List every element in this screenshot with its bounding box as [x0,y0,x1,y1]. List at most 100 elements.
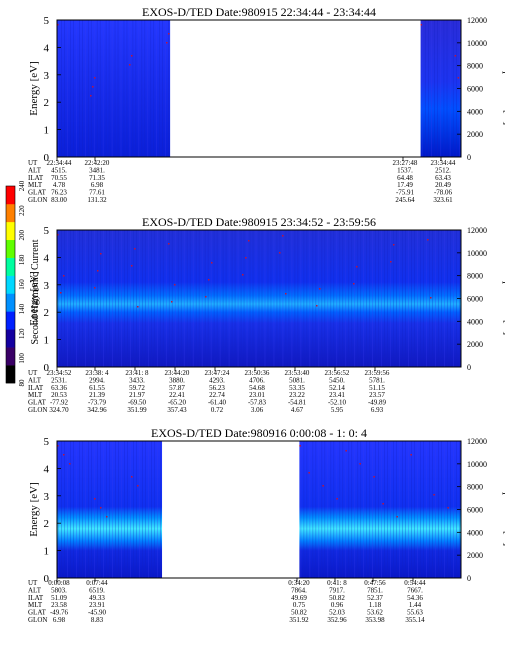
orbit-cell: 1.18 [369,601,382,609]
orbit-cell: 51.09 [51,594,67,602]
orbit-cell: 50.82 [291,609,307,617]
noise-pixel [94,287,96,289]
orbit-cell: 1.44 [409,601,422,609]
noise-pixel [308,472,310,474]
y-right-tick-label: 6000 [467,295,483,304]
orbit-cell: 17.49 [397,181,413,189]
orbit-cell: 6.93 [371,406,384,414]
orbit-cell: 131.32 [87,196,107,204]
orbit-cell: 324.70 [49,406,69,414]
orbit-cell: -49.89 [368,399,387,407]
noise-pixel [166,42,168,44]
orbit-cell: 61.55 [89,384,105,392]
colorbar-frame [5,185,16,384]
orbit-cell: 4.67 [291,406,304,414]
noise-pixel [100,253,102,255]
orbit-cell: -73.79 [88,399,107,407]
orbit-cell: -57.83 [248,399,267,407]
noise-pixel [94,77,96,79]
orbit-cell: 49.69 [291,594,307,602]
noise-pixel [208,279,210,281]
panel-title: EXOS-D/TED Date:980915 22:34:44 - 23:34:… [142,5,376,19]
y-right-tick-label: 12000 [467,226,487,235]
orbit-cell: 23:53:40 [285,369,310,377]
data-segment [299,441,461,578]
colorbar-label: Second Harmonic Current [30,239,41,344]
orbit-row-label: MLT [28,391,43,399]
orbit-cell: 0:54:44 [404,579,426,587]
orbit-cell: 4515. [51,166,67,174]
orbit-cell: 49.33 [89,594,105,602]
data-segment [420,20,461,157]
orbit-cell: 7667. [407,586,423,594]
colorbar-tick-label: 200 [18,230,26,241]
orbit-cell: -54.81 [288,399,307,407]
colorbar-tick-label: 80 [18,379,26,387]
data-segment [57,20,171,157]
orbit-cell: 23.57 [369,391,385,399]
noise-pixel [299,445,301,447]
orbit-cell: 59.72 [129,384,145,392]
noise-pixel [245,257,247,259]
y-right-tick-label: 2000 [467,130,483,139]
orbit-cell: 5450. [329,376,345,384]
y-right-tick-label: 4000 [467,317,483,326]
noise-pixel [373,476,375,478]
orbit-cell: 21.97 [129,391,145,399]
orbit-cell: 3481. [89,166,105,174]
orbit-cell: 63.36 [51,384,67,392]
orbit-cell: 5.95 [331,406,344,414]
noise-pixel [60,292,62,294]
orbit-cell: 23.41 [329,391,345,399]
orbit-row-label: ILAT [28,174,44,182]
orbit-cell: 355.14 [405,616,425,624]
y-tick-label: 2 [44,518,50,530]
noise-pixel [248,240,250,242]
y-right-tick-label: 2000 [467,551,483,560]
noise-pixel [336,498,338,500]
colorbar-tick-label: 160 [18,279,26,290]
orbit-cell: 23.58 [51,601,67,609]
orbit-row-label: GLAT [28,609,47,617]
orbit-cell: 245.64 [395,196,415,204]
y-tick-label: 5 [44,15,50,27]
noise-pixel [94,498,96,500]
colorbar-cell [6,257,15,276]
orbit-cell: 323.61 [433,196,453,204]
noise-pixel [420,24,423,26]
orbit-cell: -52.10 [328,399,347,407]
noise-pixel [427,239,429,241]
orbit-cell: 23:44:20 [165,369,190,377]
y-right-tick-label: 0 [467,574,471,583]
y-tick-label: 4 [44,42,50,54]
colorbar-cell [6,329,15,348]
noise-pixel [129,64,131,66]
orbit-row-label: GLAT [28,189,47,197]
orbit-cell: 0.96 [331,601,344,609]
orbit-cell: 23:27:48 [393,159,418,167]
noise-pixel [69,463,71,465]
orbit-row-label: GLON [28,196,47,204]
y-tick-label: 3 [44,491,50,503]
orbit-cell: 0:34:20 [288,579,310,587]
orbit-cell: 71.35 [89,174,105,182]
y-right-tick-label: 12000 [467,16,487,25]
orbit-cell: 352.96 [327,616,347,624]
y-right-tick-label: 4000 [467,107,483,116]
orbit-cell: 76.23 [51,189,67,197]
noise-pixel [57,445,59,447]
orbit-cell: -77.92 [50,399,69,407]
orbit-row-label: UT [28,369,38,377]
y-right-axis-label: Temperature [K] [502,262,505,335]
orbit-cell: 7864. [291,586,307,594]
noise-pixel [447,507,449,509]
orbit-cell: 64.48 [397,174,413,182]
noise-pixel [390,261,392,263]
noise-pixel [131,55,133,57]
orbit-cell: 52.03 [329,609,345,617]
colorbar-cell [6,239,15,258]
orbit-cell: 5081. [289,376,305,384]
orbit-cell: 8.83 [91,616,104,624]
